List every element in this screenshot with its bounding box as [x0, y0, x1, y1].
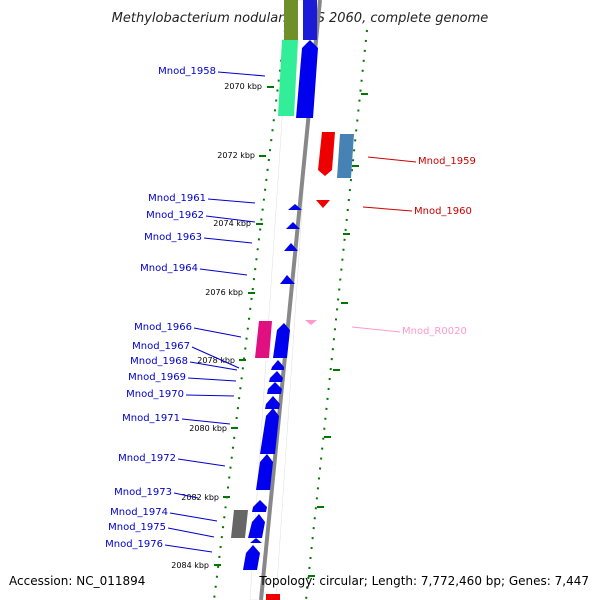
gene-label-1968[interactable]: Mnod_1968	[130, 356, 188, 367]
leader-line	[205, 215, 256, 223]
leader-line	[217, 71, 266, 77]
gene-red-bottom	[266, 594, 280, 600]
gene-1968	[271, 360, 284, 370]
leader-line	[169, 512, 218, 522]
leader-line	[203, 237, 253, 244]
gene-olive-segment	[284, 0, 298, 40]
gene-red-1959	[318, 132, 335, 176]
gene-label-1967[interactable]: Mnod_1967	[132, 341, 190, 352]
gene-label-1974[interactable]: Mnod_1974	[110, 507, 168, 518]
gene-1970	[265, 396, 280, 409]
leader-line	[362, 206, 413, 212]
gene-1963	[284, 243, 298, 251]
gene-1961	[288, 204, 302, 210]
gene-green-block	[278, 40, 298, 116]
leader-line	[164, 544, 213, 553]
gene-1969	[267, 382, 282, 394]
gene-1964	[280, 275, 295, 284]
tick-label: 2070 kbp	[224, 82, 262, 91]
tick-label: 2076 kbp	[205, 288, 243, 297]
tick-label: 2080 kbp	[189, 424, 227, 433]
gene-label-1969[interactable]: Mnod_1969	[128, 372, 186, 383]
gene-1968b	[269, 371, 283, 382]
gene-blue-1972	[256, 454, 273, 490]
outer-right-dotted-track	[305, 29, 368, 600]
gene-label-R0020[interactable]: Mnod_R0020	[402, 326, 467, 337]
gene-steelblue-block	[337, 134, 354, 178]
gene-label-1976[interactable]: Mnod_1976	[105, 539, 163, 550]
leader-line	[193, 327, 242, 338]
accession-text: Accession: NC_011894	[9, 574, 146, 588]
leader-line	[367, 156, 417, 163]
gene-blue-1974	[248, 514, 265, 538]
gene-label-1972[interactable]: Mnod_1972	[118, 453, 176, 464]
gene-blue-1971	[260, 408, 279, 454]
leader-line	[189, 361, 238, 371]
leader-line	[185, 394, 235, 397]
leader-line	[173, 492, 199, 499]
gene-1973	[252, 500, 267, 512]
gene-label-1971[interactable]: Mnod_1971	[122, 413, 180, 424]
gene-gray-1974	[231, 510, 248, 538]
gene-label-1966[interactable]: Mnod_1966	[134, 322, 192, 333]
gene-label-1961[interactable]: Mnod_1961	[148, 193, 206, 204]
tick-label: 2072 kbp	[217, 151, 255, 160]
leader-line	[181, 418, 231, 425]
tick-label: 2084 kbp	[171, 561, 209, 570]
leader-line	[187, 377, 237, 382]
tick-label: 2082 kbp	[181, 493, 219, 502]
gene-1962	[286, 222, 300, 229]
leader-line	[199, 268, 248, 276]
gene-label-1958[interactable]: Mnod_1958	[158, 66, 216, 77]
gene-blue-1967	[273, 323, 290, 358]
leader-line	[177, 458, 226, 467]
leader-line	[167, 527, 215, 538]
gene-label-1963[interactable]: Mnod_1963	[144, 232, 202, 243]
leader-line	[207, 198, 256, 204]
tick-label: 2078 kbp	[197, 356, 235, 365]
gene-label-1964[interactable]: Mnod_1964	[140, 263, 198, 274]
gene-label-1973[interactable]: Mnod_1973	[114, 487, 172, 498]
gene-label-1975[interactable]: Mnod_1975	[108, 522, 166, 533]
tick-label: 2074 kbp	[213, 219, 251, 228]
gene-red-1960	[316, 200, 330, 208]
leader-line	[191, 346, 240, 369]
gene-label-1960[interactable]: Mnod_1960	[414, 206, 472, 217]
gene-blue-1976	[243, 545, 260, 570]
gene-1975	[250, 538, 262, 543]
gene-label-1959[interactable]: Mnod_1959	[418, 156, 476, 167]
gene-pink-R0020	[305, 320, 317, 325]
summary-text: Topology: circular; Length: 7,772,460 bp…	[259, 574, 589, 588]
gene-blue-arrow-1958	[296, 40, 318, 118]
gene-label-1962[interactable]: Mnod_1962	[146, 210, 204, 221]
gene-label-1970[interactable]: Mnod_1970	[126, 389, 184, 400]
gene-magenta-1966	[255, 321, 272, 358]
gene-blue-top-segment	[303, 0, 317, 40]
leader-line	[351, 326, 401, 333]
